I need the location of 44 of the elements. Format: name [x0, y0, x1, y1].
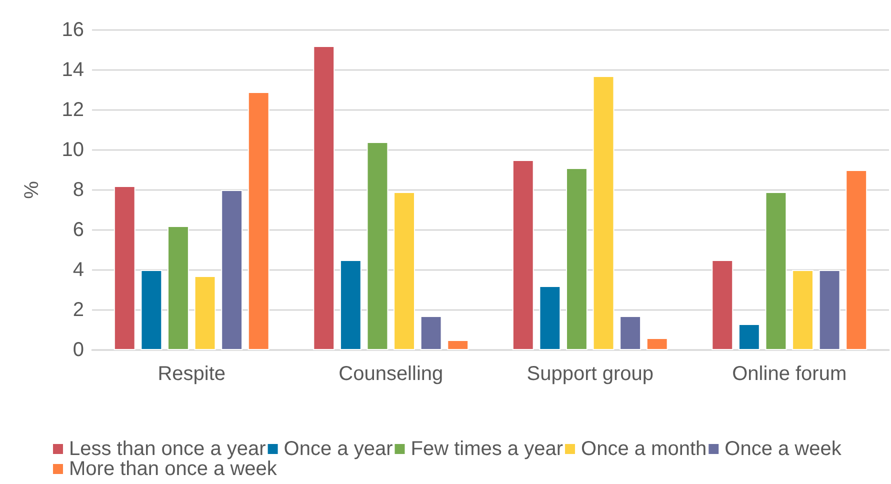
bar: [340, 260, 362, 350]
bar: [394, 192, 415, 350]
bar: [539, 286, 561, 350]
y-tick-label: 6: [72, 219, 84, 241]
bar: [818, 270, 840, 350]
legend-label: Once a week: [724, 438, 842, 460]
bar: [221, 190, 243, 350]
y-tick-label: 8: [72, 179, 84, 201]
bar: [313, 46, 335, 350]
bar: [512, 160, 534, 350]
bar: [447, 340, 469, 350]
y-tick-label: 10: [62, 139, 84, 161]
bar: [620, 316, 642, 350]
bar: [846, 170, 868, 350]
bar: [592, 76, 614, 350]
y-tick-label: 0: [72, 339, 84, 361]
x-tick-label: Online forum: [732, 363, 847, 385]
legend-label: More than once a week: [69, 458, 278, 480]
x-tick-label: Counselling: [338, 363, 444, 385]
bar: [765, 192, 787, 350]
legend-label: Few times a year: [410, 438, 564, 460]
bar: [168, 226, 189, 350]
legend-label: Less than once a year: [69, 438, 266, 460]
y-tick-label: 4: [72, 259, 84, 281]
bar: [194, 276, 216, 350]
bar: [420, 316, 442, 350]
bar: [140, 270, 162, 350]
bar: [366, 142, 388, 350]
bar: [738, 324, 760, 350]
bar: [792, 270, 814, 350]
legend-label: Once a month: [581, 438, 707, 460]
y-tick-label: 16: [62, 19, 84, 41]
y-tick-label: 12: [62, 99, 84, 121]
x-tick-label: Respite: [158, 363, 226, 385]
y-tick-label: 14: [62, 59, 84, 81]
y-axis-title: %: [21, 180, 43, 199]
bar: [712, 260, 734, 350]
bar: [566, 168, 588, 350]
bar: [646, 338, 668, 350]
x-tick-label: Support group: [526, 363, 654, 385]
y-tick-label: 2: [72, 299, 84, 321]
bar: [248, 92, 270, 350]
bar: [114, 186, 136, 350]
legend-label: Once a year: [284, 438, 394, 460]
